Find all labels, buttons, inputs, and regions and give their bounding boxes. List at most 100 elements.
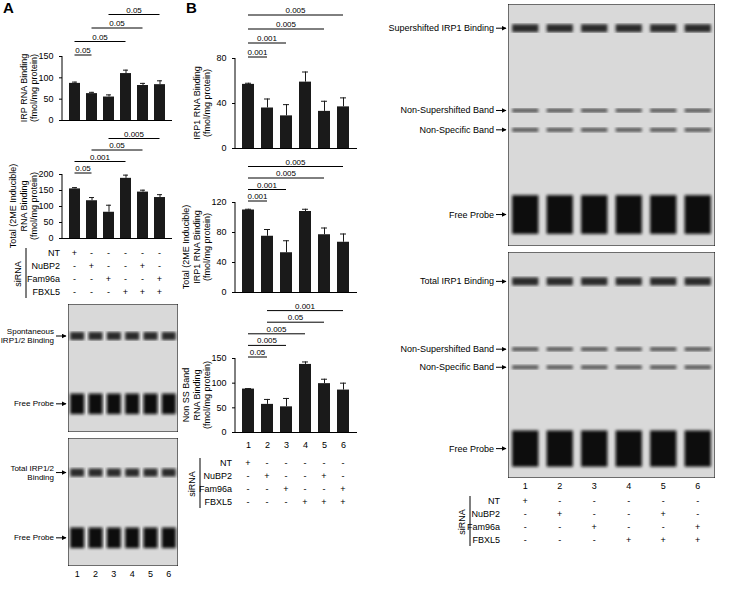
html-text:NuBP2: NuBP2 (203, 471, 232, 481)
svg-text:0.05: 0.05 (109, 19, 125, 28)
html-text:Supershifted IRP1 Binding: Supershifted IRP1 Binding (388, 23, 494, 34)
svg-text:0.05: 0.05 (92, 33, 108, 42)
svg-text:50: 50 (43, 94, 53, 104)
svg-text:Non SS Band: Non SS Band (181, 368, 191, 423)
html-text:NT: NT (48, 248, 60, 258)
svg-text:0.005: 0.005 (257, 336, 278, 345)
svg-text:0.05: 0.05 (109, 141, 125, 150)
svg-text:IRP RNA Binding: IRP RNA Binding (19, 54, 29, 122)
svg-text:0: 0 (48, 233, 53, 243)
svg-text:0.001: 0.001 (90, 153, 111, 162)
svg-text:0.001: 0.001 (247, 48, 268, 57)
svg-text:Total (2ME Inducible): Total (2ME Inducible) (181, 205, 191, 290)
svg-text:5: 5 (322, 440, 327, 450)
html-text:2: 2 (93, 569, 98, 579)
svg-text:(fmol/mg protein): (fmol/mg protein) (202, 213, 212, 281)
svg-text:0.005: 0.005 (276, 20, 297, 29)
svg-text:IRP1 RNA Binding: IRP1 RNA Binding (192, 210, 202, 284)
svg-text:40: 40 (216, 98, 226, 108)
html-text:FBXL5: FBXL5 (32, 287, 60, 297)
svg-text:0.005: 0.005 (276, 169, 297, 178)
svg-text:40: 40 (216, 257, 226, 267)
svg-text:0.001: 0.001 (295, 302, 316, 311)
html-text:Total IRP1 Binding: Total IRP1 Binding (420, 276, 494, 287)
svg-text:0: 0 (221, 143, 226, 153)
html-text:Spontaneous IRP1/2 Binding: Spontaneous IRP1/2 Binding (0, 327, 54, 345)
svg-text:(fmol/mg protein): (fmol/mg protein) (29, 54, 39, 122)
html-text:Non-Supershifted Band: Non-Supershifted Band (400, 344, 494, 355)
svg-text:0.05: 0.05 (75, 164, 91, 173)
html-text:FBXL5: FBXL5 (472, 535, 500, 545)
svg-text:0.005: 0.005 (285, 6, 306, 15)
html-text:6: 6 (166, 569, 172, 579)
svg-text:0.001: 0.001 (247, 192, 268, 201)
svg-text:6: 6 (341, 440, 346, 450)
html-text:FBXL5: FBXL5 (204, 497, 232, 507)
svg-text:4: 4 (303, 440, 308, 450)
svg-text:0.05: 0.05 (75, 46, 91, 55)
html-text:NuBP2: NuBP2 (471, 509, 500, 519)
html-text:3: 3 (111, 569, 117, 579)
svg-text:IRP1 RNA Binding: IRP1 RNA Binding (192, 66, 202, 140)
html-text:Free Probe: Free Probe (449, 209, 494, 220)
svg-text:0.05: 0.05 (288, 313, 304, 322)
svg-text:0.001: 0.001 (257, 181, 278, 190)
svg-text:150: 150 (211, 353, 226, 363)
svg-text:0.05: 0.05 (126, 6, 142, 15)
html-text:NT: NT (220, 458, 232, 468)
svg-text:0.05: 0.05 (250, 348, 266, 357)
svg-text:0.001: 0.001 (257, 34, 278, 43)
svg-text:200: 200 (38, 169, 53, 179)
html-text:3: 3 (591, 481, 597, 491)
svg-text:RNA Binding: RNA Binding (19, 180, 29, 231)
svg-text:(fmol/mg protein): (fmol/mg protein) (29, 172, 39, 240)
html-text:Non-Specific Band: Non-Specific Band (419, 124, 494, 135)
html-text:4: 4 (129, 569, 135, 579)
svg-text:Total (2ME Inducible): Total (2ME Inducible) (8, 164, 18, 249)
html-text:Non-Specific Band: Non-Specific Band (419, 362, 494, 373)
html-text:6: 6 (695, 481, 701, 491)
svg-text:0.005: 0.005 (266, 325, 287, 334)
svg-text:100: 100 (38, 73, 53, 83)
html-text:Free Probe: Free Probe (449, 443, 494, 454)
svg-text:0: 0 (48, 115, 53, 125)
svg-text:80: 80 (216, 227, 226, 237)
html-text:NuBP2: NuBP2 (31, 261, 60, 271)
svg-text:100: 100 (211, 378, 226, 388)
svg-text:(fmol/mg protein): (fmol/mg protein) (202, 361, 212, 429)
svg-text:RNA Binding: RNA Binding (192, 369, 202, 420)
html-text:2: 2 (557, 481, 563, 491)
svg-text:3: 3 (284, 440, 289, 450)
html-text:Free Probe: Free Probe (14, 533, 54, 543)
html-text:Free Probe: Free Probe (14, 399, 54, 409)
html-text:Non-Supershifted Band: Non-Supershifted Band (400, 105, 494, 116)
html-text:Fam96a: Fam96a (27, 274, 60, 284)
svg-text:2: 2 (265, 440, 270, 450)
svg-text:50: 50 (216, 403, 226, 413)
html-text:siRNA: siRNA (13, 261, 23, 287)
html-text:NT: NT (488, 496, 500, 506)
html-text:5: 5 (660, 481, 666, 491)
html-text:Fam96a: Fam96a (199, 484, 232, 494)
html-text:A: A (3, 0, 14, 16)
html-text:1: 1 (74, 569, 80, 579)
svg-text:150: 150 (38, 185, 53, 195)
svg-text:0.005: 0.005 (124, 130, 145, 139)
svg-text:0.005: 0.005 (285, 158, 306, 167)
html-text:Total IRP1/2 Binding: Total IRP1/2 Binding (10, 463, 54, 482)
html-text:siRNA: siRNA (457, 509, 467, 535)
html-text:1: 1 (522, 481, 528, 491)
html-text:Fam96a: Fam96a (467, 522, 500, 532)
html-text:B: B (186, 0, 197, 16)
html-text:siRNA: siRNA (187, 471, 197, 497)
svg-text:50: 50 (43, 217, 53, 227)
svg-text:150: 150 (38, 51, 53, 61)
svg-text:(fmol/mg protein): (fmol/mg protein) (202, 69, 212, 137)
svg-text:120: 120 (211, 197, 226, 207)
svg-text:80: 80 (216, 53, 226, 63)
svg-text:0: 0 (221, 287, 226, 297)
svg-text:0: 0 (221, 427, 226, 437)
svg-text:100: 100 (38, 201, 53, 211)
html-text:4: 4 (626, 481, 632, 491)
svg-text:1: 1 (246, 440, 251, 450)
